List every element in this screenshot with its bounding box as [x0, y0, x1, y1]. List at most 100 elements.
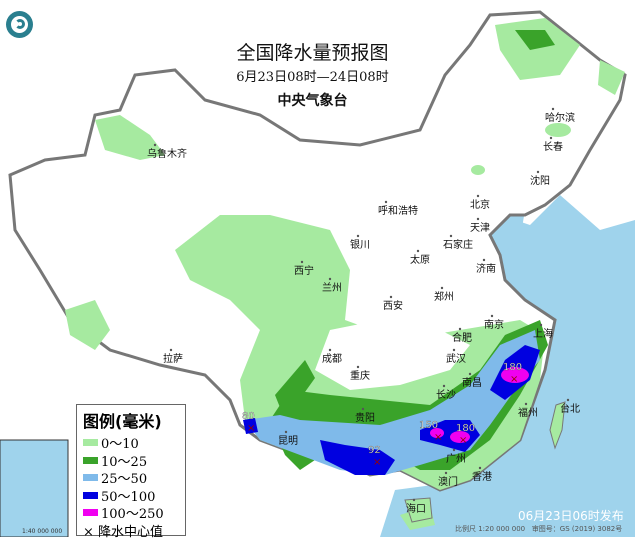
city-dot	[468, 372, 472, 376]
city-label: 澳门	[438, 475, 458, 488]
legend-label: 25～50	[101, 472, 148, 488]
rain-center-value: 150	[419, 420, 438, 431]
city-dot	[536, 170, 540, 174]
city-dot	[328, 277, 332, 281]
city-label: 台北	[560, 402, 580, 415]
city-dot	[361, 407, 365, 411]
rain-center-value: 180	[456, 423, 475, 434]
city-dot	[478, 466, 482, 470]
city-label: 银川	[350, 238, 370, 251]
city-label: 合肥	[452, 331, 472, 344]
city-label: 哈尔滨	[545, 111, 575, 124]
city-label: 北京	[470, 198, 490, 211]
legend-swatch	[83, 474, 98, 482]
city-label: 西宁	[294, 264, 314, 277]
legend-item: 100～250	[83, 504, 179, 522]
city-label: 呼和浩特	[378, 205, 418, 217]
city-label: 南昌	[462, 376, 482, 389]
city-dot	[384, 200, 388, 204]
city-dot	[356, 365, 360, 369]
city-dot	[482, 258, 486, 262]
legend-title: 图例(毫米)	[83, 412, 162, 431]
issued-time: 06月23日06时发布	[518, 509, 624, 523]
city-label: 香港	[472, 471, 492, 483]
city-dot	[524, 402, 528, 406]
legend-swatch	[83, 439, 98, 447]
rain-center-value: 80	[242, 411, 255, 422]
map-approval-number: 审图号：GS (2019) 3082号	[531, 525, 623, 533]
city-dot	[440, 286, 444, 290]
city-dot	[328, 348, 332, 352]
rain-center-marker: ×	[510, 374, 518, 385]
agency-name: 中央气象台	[277, 93, 348, 109]
legend-item: 0～10	[83, 434, 179, 452]
map-title: 全国降水量预报图	[236, 42, 389, 64]
city-label: 南京	[484, 318, 504, 331]
legend-label: 0～10	[101, 437, 139, 453]
city-dot	[452, 348, 456, 352]
city-label: 上海	[533, 327, 553, 340]
city-dot	[300, 260, 304, 264]
city-dot	[416, 249, 420, 253]
city-dot	[458, 327, 462, 331]
city-label: 海口	[406, 502, 426, 515]
city-dot	[412, 498, 416, 502]
city-dot	[476, 194, 480, 198]
bohai-sea	[490, 210, 525, 255]
city-dot	[452, 448, 456, 452]
city-label: 福州	[518, 406, 538, 419]
city-label: 拉萨	[163, 352, 183, 365]
city-label: 广州	[446, 453, 466, 465]
legend-swatch	[83, 509, 98, 517]
rain-100-250	[430, 367, 529, 443]
city-dot	[153, 143, 157, 147]
south-china-sea-inset	[0, 439, 69, 537]
city-label: 济南	[476, 262, 496, 275]
city-label: 石家庄	[443, 238, 473, 251]
scale-text: 比例尺 1:20 000 000	[455, 525, 526, 533]
sea-area	[380, 195, 635, 537]
rain-centers: ×180×150×180×80×92	[242, 362, 522, 468]
city-dot	[490, 314, 494, 318]
city-label: 郑州	[434, 290, 454, 303]
city-label: 贵阳	[355, 411, 375, 424]
city-label: 成都	[322, 353, 342, 365]
city-dot	[549, 136, 553, 140]
city-label: 天津	[470, 222, 490, 234]
legend-label: 10～25	[101, 454, 148, 470]
legend-item: 25～50	[83, 469, 179, 487]
city-label: 武汉	[446, 352, 466, 365]
rain-center-marker: ×	[247, 423, 255, 434]
city-label: 乌鲁木齐	[147, 147, 187, 160]
cma-logo	[6, 11, 33, 38]
forecast-period: 6月23日08时—24日08时	[236, 70, 389, 85]
city-label: 沈阳	[530, 174, 550, 187]
map-scale-and-number: 比例尺 1:20 000 000 审图号：GS (2019) 3082号	[455, 524, 622, 534]
city-dot	[356, 234, 360, 238]
city-dot	[284, 430, 288, 434]
legend-swatch	[83, 491, 98, 499]
city-dot	[551, 107, 555, 111]
rain-center-marker: ×	[434, 432, 442, 443]
rain-center-value: 180	[503, 362, 522, 373]
city-label: 太原	[410, 253, 430, 266]
legend-label: 50～100	[101, 489, 156, 505]
city-dot	[566, 398, 570, 402]
city-label: 长沙	[436, 389, 456, 401]
legend: 图例(毫米) 0～10 10～25 25～50 50～100 100～250 ×…	[76, 404, 186, 540]
rain-center-value: 92	[368, 445, 381, 456]
city-dot	[389, 295, 393, 299]
dry-area	[315, 320, 470, 390]
city-label: 重庆	[350, 369, 370, 382]
city-dot	[169, 348, 173, 352]
city-label: 兰州	[322, 281, 342, 294]
legend-swatch	[83, 456, 98, 464]
city-dot	[539, 323, 543, 327]
city-dot	[476, 217, 480, 221]
city-label: 西安	[383, 299, 403, 312]
taiwan	[549, 401, 566, 450]
legend-center-marker: × 降水中心值	[83, 524, 164, 540]
city-dot	[449, 234, 453, 238]
